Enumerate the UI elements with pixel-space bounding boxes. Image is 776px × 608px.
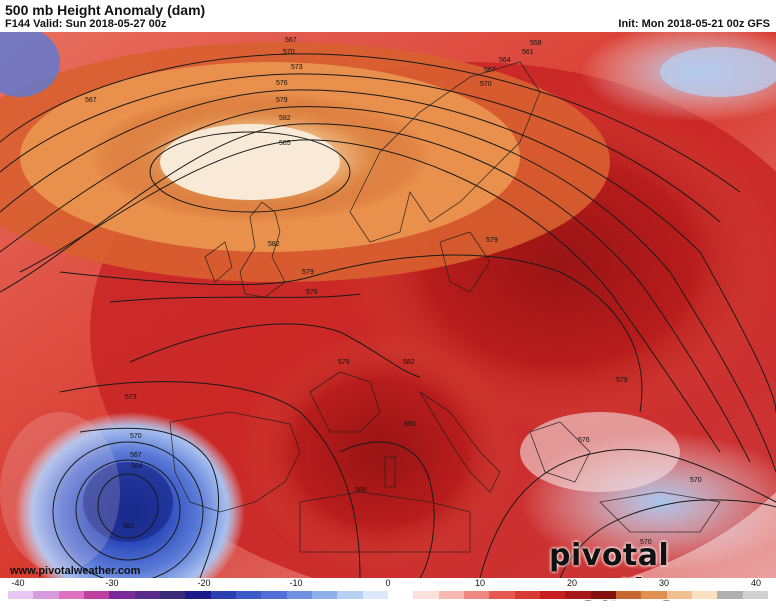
map-canvas[interactable]: 585 582 579 576 573 570 567 582 579 576 … [0,32,776,578]
svg-text:579: 579 [276,97,288,104]
svg-text:570: 570 [283,49,295,56]
colorbar-swatch [134,591,160,599]
colorbar-swatch [159,591,186,599]
colorbar-swatch [337,591,363,599]
colorbar-swatch [666,591,692,599]
site-credit: www.pivotalweather.com [10,565,141,577]
colorbar-swatch [83,591,110,599]
colorbar-swatch [742,591,768,599]
colorbar-swatch [210,591,236,599]
svg-text:570: 570 [130,433,142,440]
svg-text:579: 579 [616,377,628,384]
colorbar-tick: 10 [474,578,486,588]
svg-text:579: 579 [338,359,350,366]
svg-text:567: 567 [285,37,297,44]
svg-text:576: 576 [578,437,590,444]
svg-text:585: 585 [279,140,291,147]
svg-text:570: 570 [690,477,702,484]
colorbar-swatch [311,591,338,599]
anomaly-field: 585 582 579 576 573 570 567 582 579 576 … [0,32,776,578]
colorbar-swatch [33,591,59,599]
init-time: Init: Mon 2018-05-21 00z GFS [618,18,770,30]
colorbar-tick: 20 [566,578,578,588]
svg-text:570: 570 [480,81,492,88]
colorbar-swatch [413,591,439,599]
coastlines [169,61,721,553]
svg-text:573: 573 [125,394,137,401]
svg-text:588: 588 [355,487,367,494]
colorbar-swatch [261,591,287,599]
colorbar: -40 -30 -20 -10 0 10 20 30 40 [0,578,776,600]
colorbar-swatch [387,591,414,599]
colorbar-tick: -40 [11,578,25,588]
colorbar-tick: -10 [289,578,303,588]
colorbar-strip [8,591,768,599]
colorbar-swatch [539,591,566,599]
svg-text:570: 570 [640,539,652,546]
contour-labels: 585 582 579 576 573 570 567 582 579 576 … [85,37,702,546]
valid-time: F144 Valid: Sun 2018-05-27 00z [5,18,167,30]
svg-text:561: 561 [522,49,534,56]
colorbar-swatch [514,591,540,599]
colorbar-swatch [641,591,667,599]
colorbar-swatch [438,591,464,599]
header: 500 mb Height Anomaly (dam) F144 Valid: … [0,0,776,32]
svg-text:576: 576 [306,289,318,296]
colorbar-swatch [8,591,34,599]
colorbar-swatch [235,591,262,599]
colorbar-swatch [717,591,743,599]
svg-text:567: 567 [130,452,142,459]
colorbar-swatch [691,591,718,599]
svg-text:582: 582 [403,359,415,366]
svg-text:558: 558 [530,40,542,47]
map-title: 500 mb Height Anomaly (dam) [5,2,206,18]
colorbar-swatch [362,591,388,599]
colorbar-tick: 40 [750,578,762,588]
colorbar-swatch [615,591,642,599]
svg-text:564: 564 [131,463,143,470]
svg-text:579: 579 [302,269,314,276]
colorbar-swatch [489,591,515,599]
svg-text:561: 561 [123,523,135,530]
colorbar-swatch [185,591,211,599]
colorbar-swatch [463,591,490,599]
svg-text:582: 582 [268,241,280,248]
colorbar-tick: -20 [197,578,211,588]
svg-text:567: 567 [484,67,496,74]
svg-text:579: 579 [486,237,498,244]
colorbar-swatch [565,591,591,599]
colorbar-tick: 30 [658,578,670,588]
svg-text:585: 585 [404,421,416,428]
svg-text:582: 582 [279,115,291,122]
svg-text:573: 573 [291,64,303,71]
height-contours [0,53,776,578]
colorbar-swatch [286,591,312,599]
colorbar-swatch [109,591,135,599]
colorbar-swatch [590,591,616,599]
svg-text:576: 576 [276,80,288,87]
svg-text:564: 564 [499,57,511,64]
svg-text:567: 567 [85,97,97,104]
colorbar-tick: 0 [385,578,391,588]
colorbar-swatch [58,591,84,599]
colorbar-tick: -30 [105,578,119,588]
